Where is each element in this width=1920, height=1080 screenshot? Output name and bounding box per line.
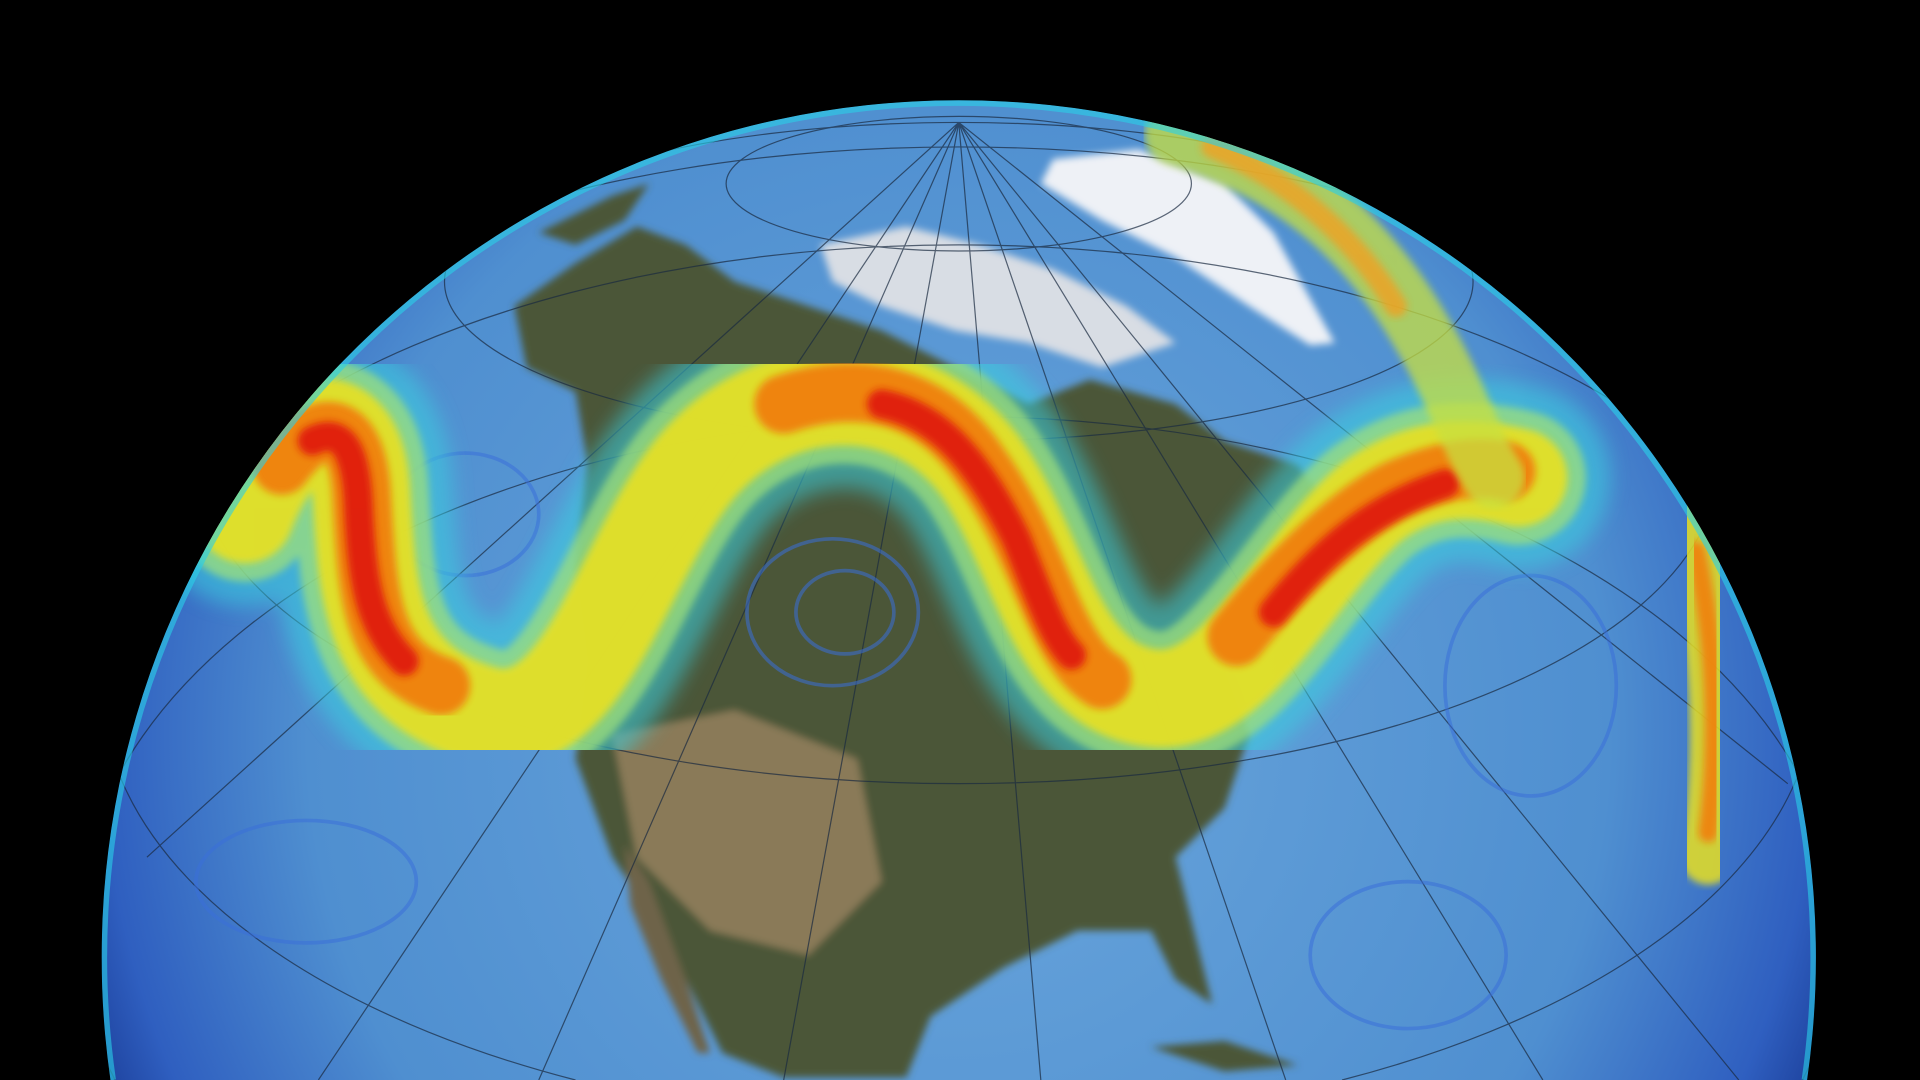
siberia-tip	[538, 183, 649, 245]
cuba	[1151, 1040, 1298, 1072]
wind-eddies	[194, 451, 1619, 1031]
globe-rim	[101, 100, 1816, 1080]
greenland	[1040, 149, 1335, 346]
desert-southwest	[612, 710, 882, 956]
jet-stream	[153, 104, 1745, 885]
baja-california	[624, 844, 711, 1054]
